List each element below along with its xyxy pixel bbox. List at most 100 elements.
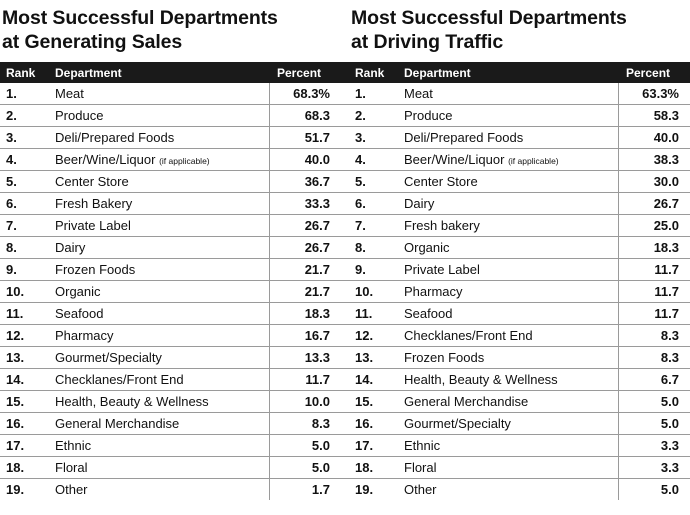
department-name: Center Store: [404, 174, 478, 189]
department-name: Checklanes/Front End: [55, 372, 184, 387]
table-row: 2. Produce 68.3: [0, 104, 350, 127]
department-cell: Meat: [400, 83, 619, 105]
table-row: 1. Meat 68.3%: [0, 83, 350, 105]
traffic-title: Most Successful Departments at Driving T…: [351, 6, 689, 62]
table-row: 8. Dairy 26.7: [0, 236, 350, 259]
department-cell: Ethnic: [400, 434, 619, 457]
department-name: Seafood: [404, 306, 453, 321]
table-row: 15. Health, Beauty & Wellness 10.0: [0, 390, 350, 413]
department-name: Meat: [55, 86, 84, 101]
rank-cell: 2.: [0, 104, 51, 127]
table-row: 1. Meat 63.3%: [349, 83, 690, 105]
table-row: 4. Beer/Wine/Liquor (if applicable) 38.3: [349, 148, 690, 171]
department-cell: Center Store: [51, 170, 270, 193]
department-name: Beer/Wine/Liquor: [55, 152, 156, 167]
rank-header: Rank: [0, 62, 51, 83]
department-cell: Dairy: [51, 236, 270, 259]
percent-header: Percent: [269, 62, 350, 83]
percent-cell: 21.7: [269, 258, 350, 281]
rank-cell: 1.: [349, 83, 400, 105]
rank-cell: 16.: [349, 412, 400, 435]
table-row: 16. Gourmet/Specialty 5.0: [349, 412, 690, 435]
rank-cell: 1.: [0, 83, 51, 105]
traffic-title-line2: at Driving Traffic: [351, 31, 504, 53]
department-name: Meat: [404, 86, 433, 101]
department-name: Dairy: [55, 240, 86, 255]
table-row: 19. Other 5.0: [349, 478, 690, 500]
rank-cell: 17.: [0, 434, 51, 457]
table-row: 2. Produce 58.3: [349, 104, 690, 127]
rank-cell: 2.: [349, 104, 400, 127]
department-cell: Health, Beauty & Wellness: [400, 368, 619, 391]
percent-cell: 25.0: [618, 214, 690, 237]
percent-cell: 5.0: [269, 456, 350, 479]
department-header: Department: [400, 62, 618, 83]
department-cell: Checklanes/Front End: [51, 368, 270, 391]
department-name: General Merchandise: [55, 416, 180, 431]
percent-cell: 63.3%: [618, 83, 690, 105]
traffic-table: Rank Department Percent 1. Meat 63.3% 2. Pro…: [349, 62, 690, 500]
rank-cell: 14.: [0, 368, 51, 391]
rank-cell: 4.: [0, 148, 51, 171]
department-name: Beer/Wine/Liquor: [404, 152, 505, 167]
percent-header: Percent: [618, 62, 690, 83]
percent-cell: 10.0: [269, 390, 350, 413]
percent-cell: 18.3: [618, 236, 690, 259]
department-name: Deli/Prepared Foods: [55, 130, 175, 145]
department-name: Pharmacy: [55, 328, 114, 343]
table-row: 9. Frozen Foods 21.7: [0, 258, 350, 281]
rank-cell: 13.: [349, 346, 400, 369]
percent-cell: 26.7: [269, 214, 350, 237]
table-row: 10. Organic 21.7: [0, 280, 350, 303]
department-name: General Merchandise: [404, 394, 529, 409]
percent-cell: 68.3: [269, 104, 350, 127]
department-name: Health, Beauty & Wellness: [404, 372, 558, 387]
rank-cell: 8.: [349, 236, 400, 259]
traffic-header-row: Rank Department Percent: [349, 62, 690, 83]
table-row: 8. Organic 18.3: [349, 236, 690, 259]
table-row: 12. Checklanes/Front End 8.3: [349, 324, 690, 347]
table-row: 12. Pharmacy 16.7: [0, 324, 350, 347]
rank-cell: 18.: [349, 456, 400, 479]
rank-cell: 11.: [349, 302, 400, 325]
rank-cell: 3.: [0, 126, 51, 149]
percent-cell: 21.7: [269, 280, 350, 303]
department-note: (if applicable): [159, 156, 210, 166]
department-name: Other: [55, 482, 88, 497]
department-note: (if applicable): [508, 156, 559, 166]
rank-cell: 7.: [349, 214, 400, 237]
table-row: 7. Fresh bakery 25.0: [349, 214, 690, 237]
department-cell: Other: [400, 478, 619, 500]
rank-cell: 6.: [0, 192, 51, 215]
department-name: Pharmacy: [404, 284, 463, 299]
rank-cell: 10.: [0, 280, 51, 303]
sales-table-body: 1. Meat 68.3% 2. Produce 68.3 3. Deli/Prepared …: [0, 83, 350, 500]
table-row: 17. Ethnic 5.0: [0, 434, 350, 457]
table-row: 11. Seafood 18.3: [0, 302, 350, 325]
department-cell: Deli/Prepared Foods: [400, 126, 619, 149]
rank-cell: 4.: [349, 148, 400, 171]
rank-header: Rank: [349, 62, 400, 83]
percent-cell: 38.3: [618, 148, 690, 171]
rank-cell: 19.: [6, 482, 25, 497]
rank-cell: 15.: [0, 390, 51, 413]
table-row: 14. Health, Beauty & Wellness 6.7: [349, 368, 690, 391]
department-cell: Produce: [400, 104, 619, 127]
department-cell: Checklanes/Front End: [400, 324, 619, 347]
department-cell: Pharmacy: [51, 324, 270, 347]
rank-cell: 16.: [0, 412, 51, 435]
rank-cell: 18.: [0, 456, 51, 479]
percent-cell: 40.0: [269, 148, 350, 171]
percent-cell: 11.7: [618, 258, 690, 281]
percent-cell: 5.0: [618, 390, 690, 413]
department-cell: Organic: [400, 236, 619, 259]
percent-cell: 18.3: [269, 302, 350, 325]
department-cell: Seafood: [400, 302, 619, 325]
department-name: Gourmet/Specialty: [404, 416, 511, 431]
table-row: 5. Center Store 30.0: [349, 170, 690, 193]
department-cell: Meat: [51, 83, 270, 105]
department-name: Frozen Foods: [404, 350, 485, 365]
rank-cell: 19.: [355, 482, 374, 497]
percent-cell: 13.3: [269, 346, 350, 369]
percent-cell: 5.0: [618, 412, 690, 435]
